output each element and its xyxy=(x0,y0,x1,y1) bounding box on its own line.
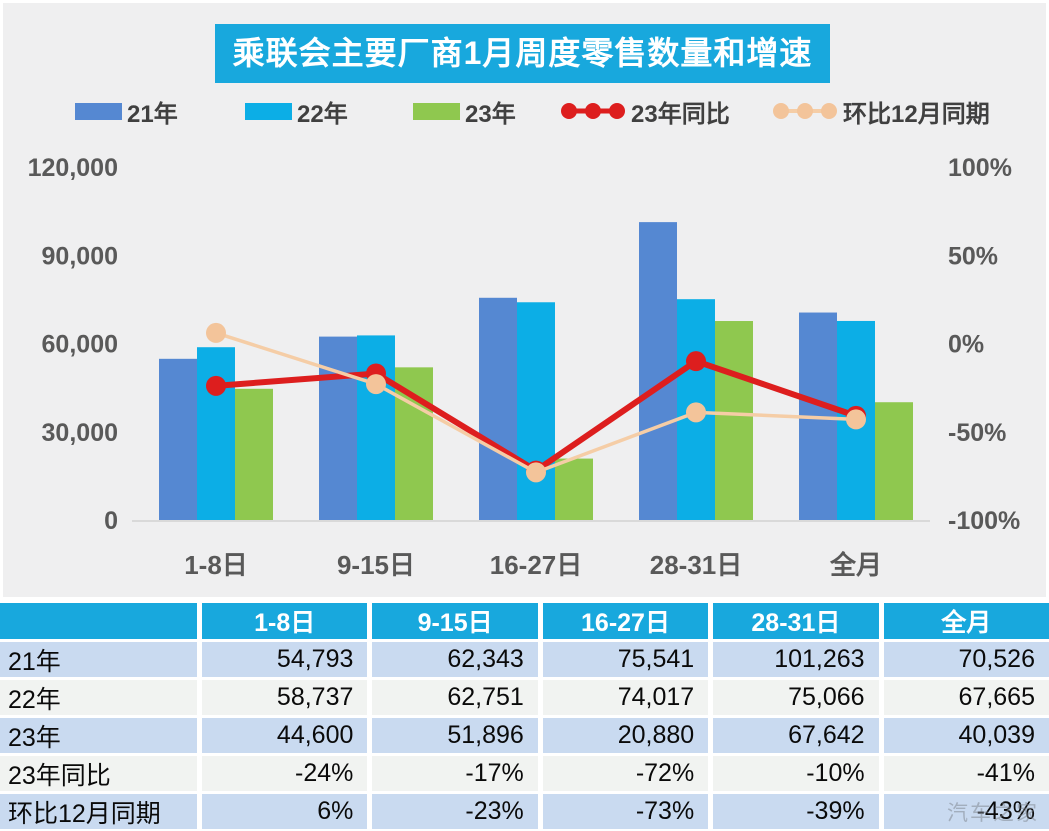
bar-22年-1-8日 xyxy=(197,347,235,520)
left-axis-tick: 90,000 xyxy=(42,242,118,270)
x-axis-label: 1-8日 xyxy=(184,550,248,580)
table-row-label: 23年同比 xyxy=(0,756,197,791)
point-23年同比-28-31日 xyxy=(686,351,706,372)
legend-item-yoy: 23年同比 xyxy=(560,97,730,128)
table-row-label: 环比12月同期 xyxy=(0,794,197,829)
bar-23年-1-8日 xyxy=(235,388,273,520)
legend-swatch-22-icon xyxy=(245,102,292,120)
legend-line-mom-icon xyxy=(773,103,837,119)
bar-22年-16-27日 xyxy=(517,302,555,520)
table-header-cell: 1-8日 xyxy=(202,603,368,639)
table-row-label: 21年 xyxy=(0,642,197,677)
table-header-cell: 28-31日 xyxy=(713,603,879,639)
bar-23年-全月 xyxy=(875,402,913,520)
table-cell: 51,896 xyxy=(372,718,538,753)
right-axis-tick: 0% xyxy=(948,331,984,359)
bar-23年-16-27日 xyxy=(555,458,593,520)
legend-item-21: 21年 xyxy=(75,97,178,128)
table-cell: -23% xyxy=(372,794,538,829)
legend-item-mom: 环比12月同期 xyxy=(772,97,990,128)
table-header-cell: 9-15日 xyxy=(372,603,538,639)
table-cell: -24% xyxy=(202,756,368,791)
legend-label-mom: 环比12月同期 xyxy=(843,100,990,128)
chart-title: 乘联会主要厂商1月周度零售数量和增速 xyxy=(215,24,830,83)
right-axis-tick: -50% xyxy=(948,419,1006,447)
point-环比12月同期-9-15日 xyxy=(366,374,386,395)
bar-23年-28-31日 xyxy=(715,321,753,520)
table-cell: 74,017 xyxy=(542,680,709,715)
table-corner-cell xyxy=(0,603,197,639)
table-cell: 54,793 xyxy=(202,642,368,677)
legend-label-yoy: 23年同比 xyxy=(631,100,730,128)
table-cell: 70,526 xyxy=(883,642,1049,677)
bar-21年-1-8日 xyxy=(159,358,197,520)
legend-item-23: 23年 xyxy=(413,97,516,128)
table-header-cell: 16-27日 xyxy=(542,603,709,639)
table-cell: -72% xyxy=(542,756,709,791)
point-环比12月同期-28-31日 xyxy=(686,402,706,423)
right-axis-tick: 100% xyxy=(948,154,1012,182)
table-cell: -39% xyxy=(713,794,879,829)
table-header-cell: 全月 xyxy=(883,603,1049,639)
point-环比12月同期-1-8日 xyxy=(206,322,226,343)
table-cell: 75,066 xyxy=(713,680,879,715)
bar-21年-16-27日 xyxy=(479,297,517,520)
legend-item-22: 22年 xyxy=(245,97,348,128)
legend-line-yoy-icon xyxy=(561,103,625,119)
left-axis-tick: 60,000 xyxy=(42,331,118,359)
legend-label-21: 21年 xyxy=(127,100,178,128)
x-axis-label: 28-31日 xyxy=(650,550,743,580)
table-cell: 62,343 xyxy=(372,642,538,677)
bar-21年-28-31日 xyxy=(639,222,677,520)
left-axis-tick: 0 xyxy=(104,507,118,535)
point-23年同比-1-8日 xyxy=(206,375,226,396)
table-cell: 44,600 xyxy=(202,718,368,753)
table-cell: -43% xyxy=(883,794,1049,829)
table-cell: 40,039 xyxy=(883,718,1049,753)
combo-chart: 0 30,000 60,000 90,000 120,000 -100% -50% 0% 50%… xyxy=(28,154,1021,580)
table-cell: -10% xyxy=(713,756,879,791)
x-axis-label: 全月 xyxy=(829,550,882,580)
table-cell: -73% xyxy=(542,794,709,829)
table-cell: 62,751 xyxy=(372,680,538,715)
point-环比12月同期-全月 xyxy=(846,409,866,430)
right-axis-tick: -100% xyxy=(948,507,1020,535)
right-axis-tick: 50% xyxy=(948,242,998,270)
legend-label-22: 22年 xyxy=(297,100,348,128)
table-cell: -17% xyxy=(372,756,538,791)
bar-23年-9-15日 xyxy=(395,367,433,520)
x-axis-label: 16-27日 xyxy=(490,550,583,580)
table-cell: 6% xyxy=(202,794,368,829)
legend-swatch-23-icon xyxy=(413,102,460,120)
table-cell: 20,880 xyxy=(542,718,709,753)
table-cell: -41% xyxy=(883,756,1049,791)
data-table: 1-8日 9-15日 16-27日 28-31日 全月 21年 54,793 62,343 75… xyxy=(0,600,1049,831)
legend-swatch-21-icon xyxy=(75,102,122,120)
bar-21年-9-15日 xyxy=(319,336,357,520)
left-axis-tick: 30,000 xyxy=(42,419,118,447)
watermark: 汽车之家 xyxy=(947,802,1039,825)
table-row-label: 23年 xyxy=(0,718,197,753)
legend-label-23: 23年 xyxy=(465,100,516,128)
bar-22年-9-15日 xyxy=(357,335,395,520)
x-axis-label: 9-15日 xyxy=(337,550,415,580)
table-cell: 101,263 xyxy=(713,642,879,677)
left-axis-tick: 120,000 xyxy=(28,154,118,182)
table-cell: 67,665 xyxy=(883,680,1049,715)
table-cell: 67,642 xyxy=(713,718,879,753)
table-row-label: 22年 xyxy=(0,680,197,715)
table-cell: 75,541 xyxy=(542,642,709,677)
table-cell: 58,737 xyxy=(202,680,368,715)
chart-legend: 21年 22年 23年 23年同比 环比12月同期 xyxy=(0,97,1049,128)
point-环比12月同期-16-27日 xyxy=(526,462,546,483)
